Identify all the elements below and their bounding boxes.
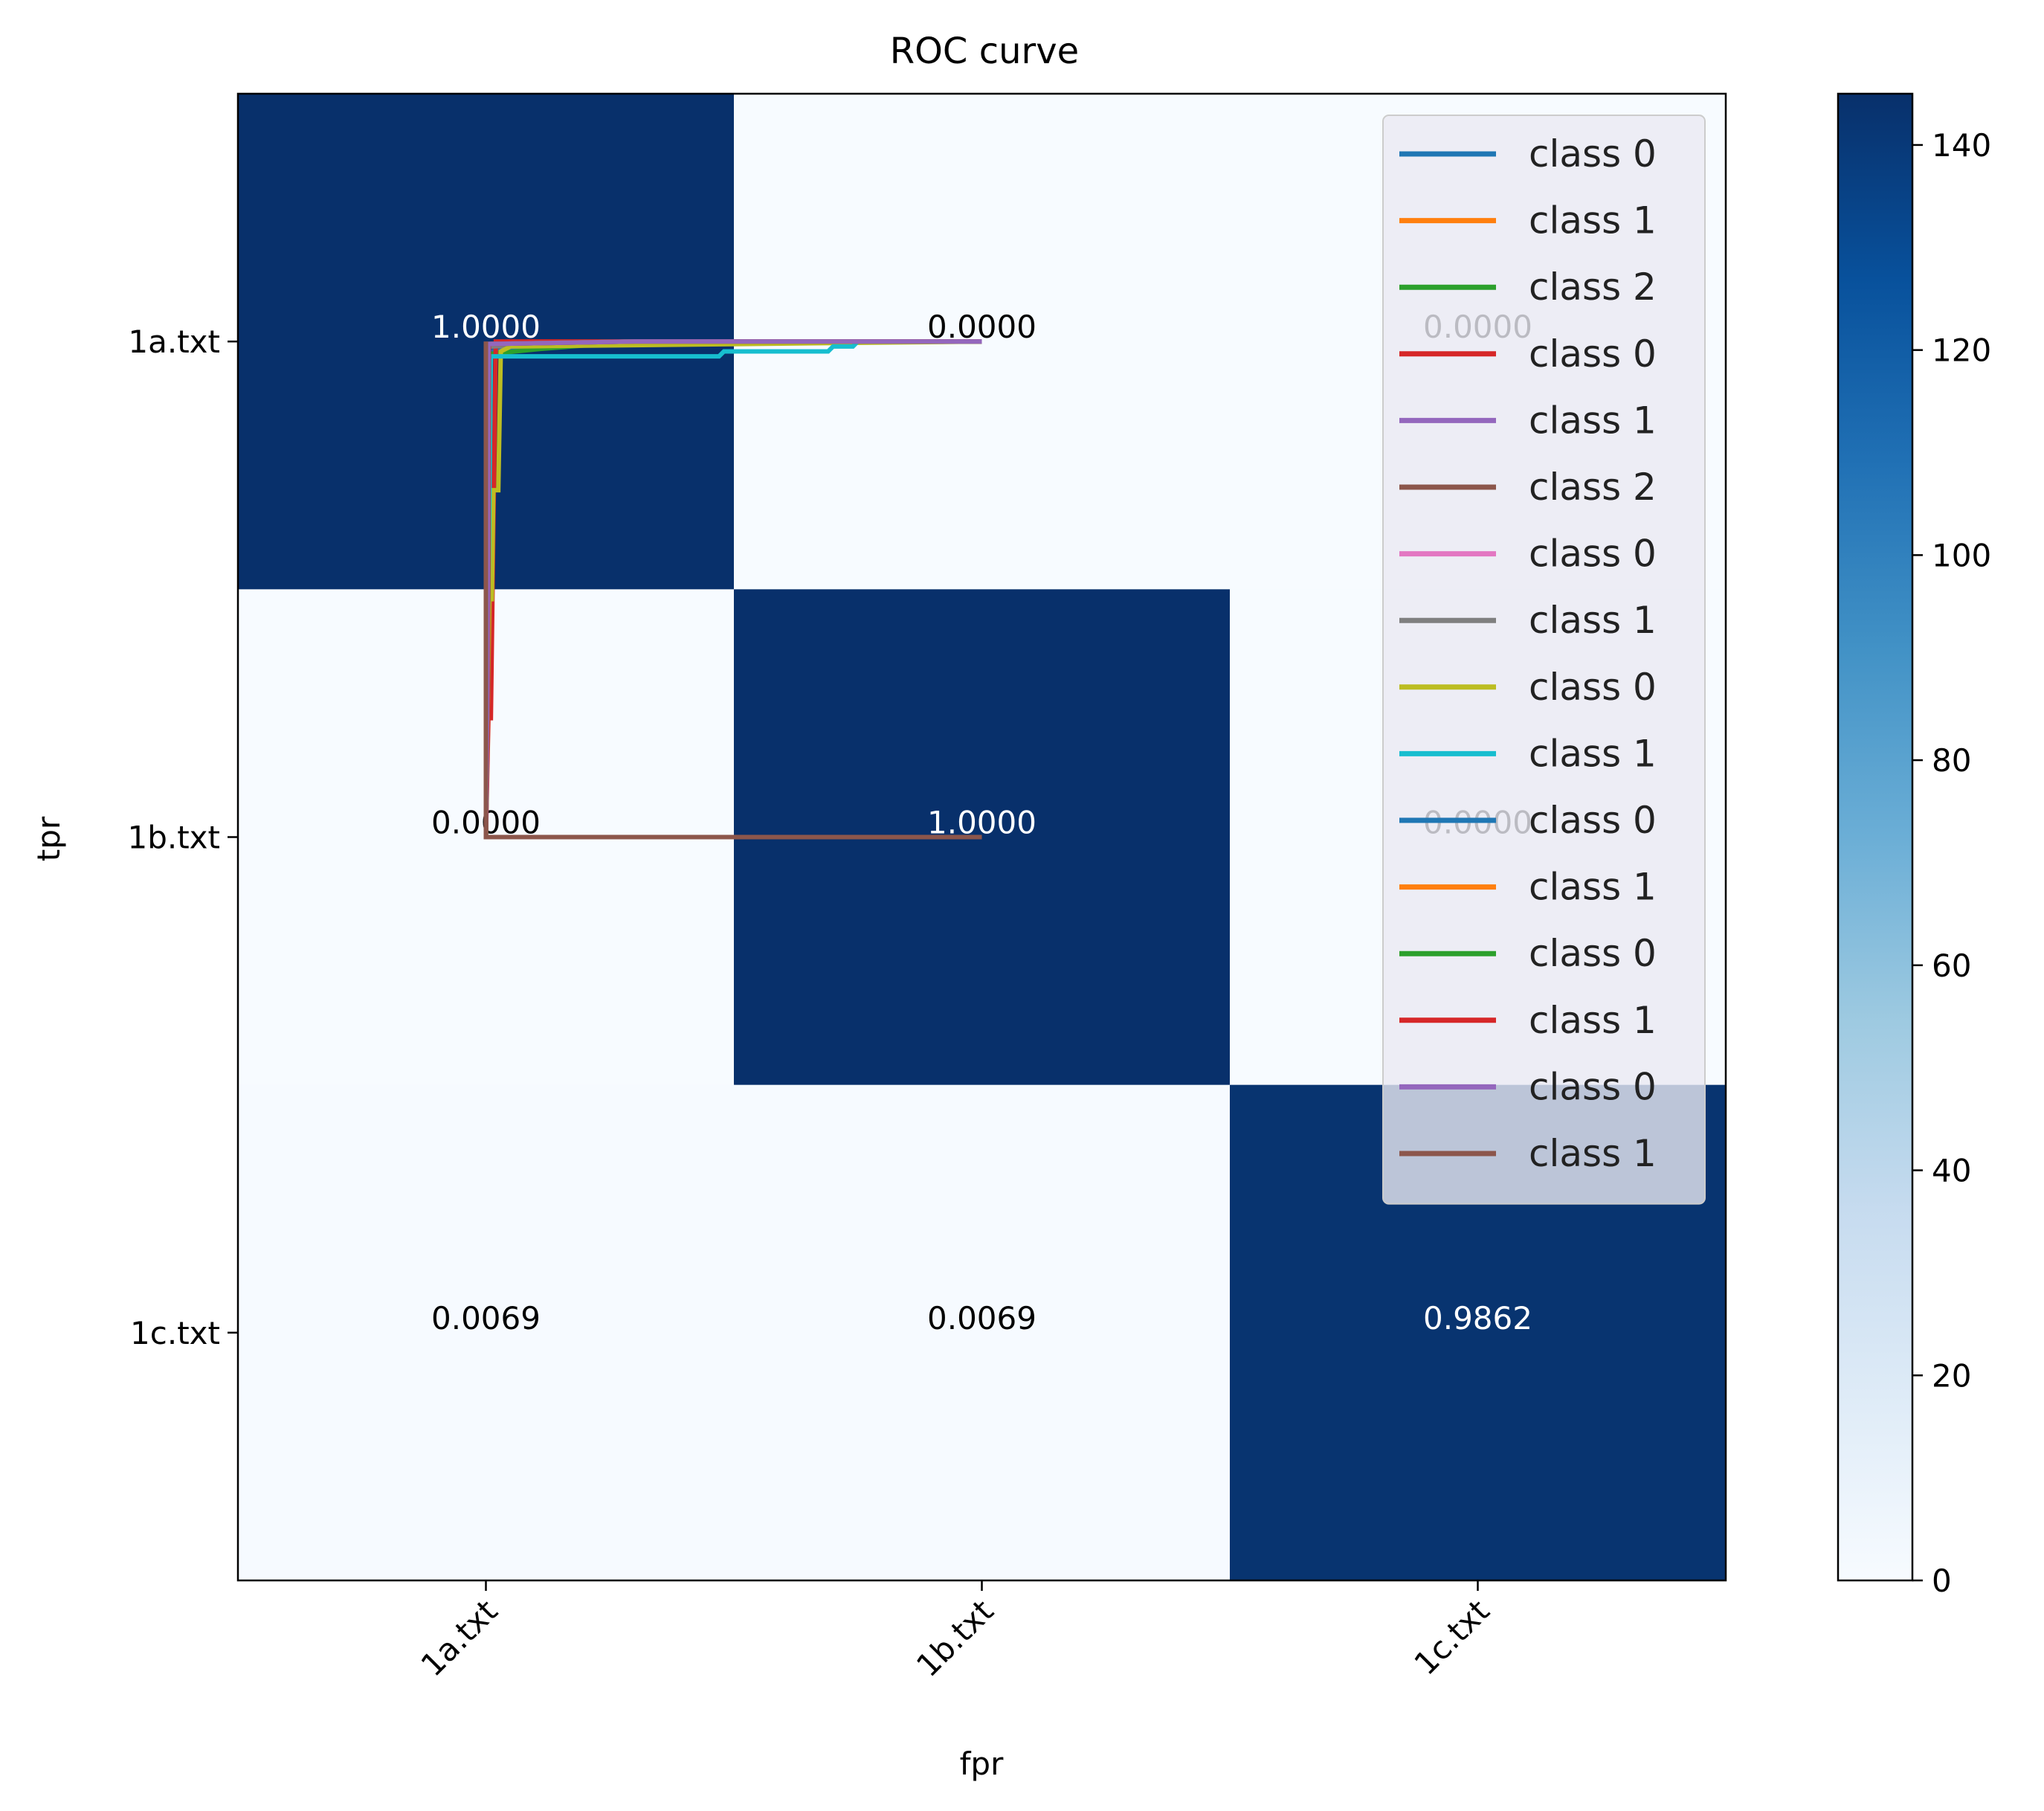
heatmap-cell xyxy=(238,1084,735,1581)
cell-value-label: 0.0069 xyxy=(927,1300,1036,1336)
legend-box xyxy=(1382,115,1706,1205)
cell-value-label: 1.0000 xyxy=(927,805,1036,841)
y-axis-label: tpr xyxy=(30,816,67,861)
legend: class 0 class 1 class 2 class 0 class 1 class… xyxy=(1382,115,1706,1205)
legend-label: class 1 xyxy=(1529,599,1657,642)
colorbar-tick-label: 120 xyxy=(1932,332,1991,369)
legend-label: class 2 xyxy=(1529,466,1657,509)
colorbar: 0 20 40 60 80 100 120 140 xyxy=(1837,92,1991,1599)
x-axis-label: fpr xyxy=(960,1746,1004,1782)
legend-label: class 1 xyxy=(1529,732,1657,775)
legend-label: class 0 xyxy=(1529,666,1657,709)
y-tick-label: 1b.txt xyxy=(127,820,220,856)
chart-title: ROC curve xyxy=(890,30,1079,72)
legend-label: class 0 xyxy=(1529,799,1657,842)
legend-label: class 0 xyxy=(1529,1065,1657,1108)
y-axis-ticks: 1a.txt 1b.txt 1c.txt xyxy=(127,324,238,1351)
colorbar-tick-label: 140 xyxy=(1932,127,1991,164)
legend-label: class 1 xyxy=(1529,866,1657,909)
colorbar-gradient xyxy=(1837,92,1914,1582)
cell-value-label: 0.9862 xyxy=(1423,1300,1532,1336)
colorbar-tick-label: 100 xyxy=(1932,537,1991,573)
colorbar-tick-label: 60 xyxy=(1932,948,1971,984)
cell-value-label: 1.0000 xyxy=(431,309,541,345)
colorbar-tick-label: 40 xyxy=(1932,1153,1971,1189)
legend-label: class 2 xyxy=(1529,266,1657,309)
legend-label: class 1 xyxy=(1529,999,1657,1042)
colorbar-tick-label: 0 xyxy=(1932,1563,1952,1599)
legend-label: class 1 xyxy=(1529,1132,1657,1175)
colorbar-tick-label: 20 xyxy=(1932,1357,1971,1394)
y-tick-label: 1a.txt xyxy=(128,324,220,360)
roc-lines xyxy=(483,339,982,840)
legend-label: class 1 xyxy=(1529,199,1657,242)
cell-value-label: 0.0069 xyxy=(431,1300,541,1336)
roc-series-line xyxy=(483,341,982,840)
cell-value-label: 0.0000 xyxy=(927,309,1036,345)
legend-label: class 0 xyxy=(1529,533,1657,576)
legend-label: class 0 xyxy=(1529,332,1657,376)
legend-label: class 0 xyxy=(1529,932,1657,975)
legend-label: class 0 xyxy=(1529,132,1657,176)
y-tick-label: 1c.txt xyxy=(130,1315,220,1351)
heatmap-cell xyxy=(734,1084,1231,1581)
legend-label: class 1 xyxy=(1529,399,1657,442)
colorbar-tick-label: 80 xyxy=(1932,742,1971,779)
